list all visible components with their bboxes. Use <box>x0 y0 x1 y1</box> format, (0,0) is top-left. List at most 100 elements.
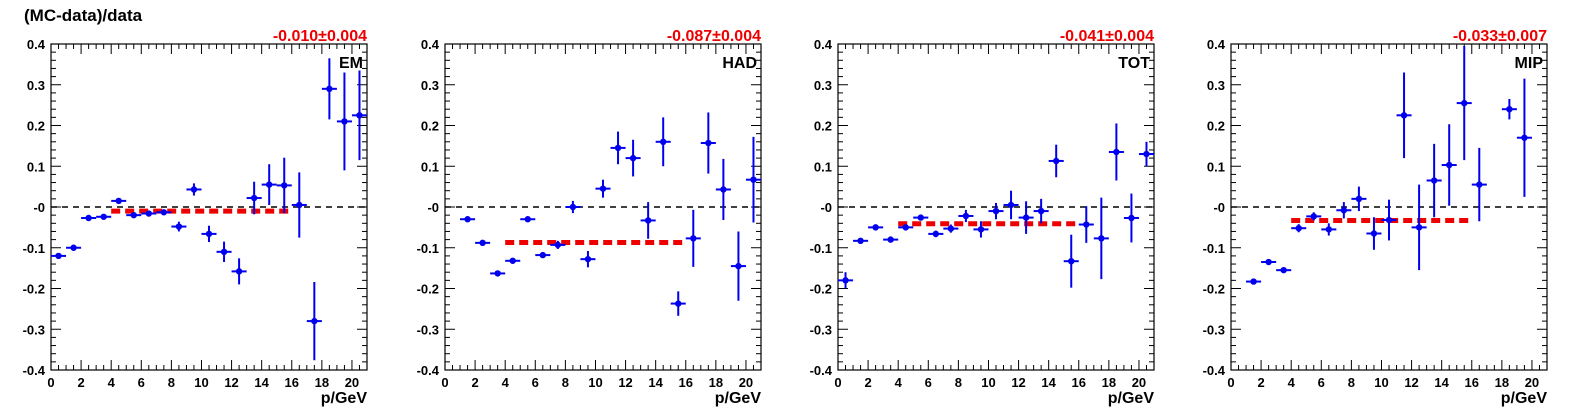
data-point <box>1261 258 1277 266</box>
x-tick-label: 0 <box>47 375 54 390</box>
data-point <box>216 241 232 263</box>
y-tick-label: -0.3 <box>1203 322 1225 337</box>
point-marker <box>599 185 607 192</box>
data-point <box>505 257 521 264</box>
point-marker <box>887 236 894 243</box>
point-marker <box>902 224 909 231</box>
point-marker <box>539 251 547 259</box>
x-tick-label: 12 <box>618 375 632 390</box>
point-marker <box>644 217 652 224</box>
data-point <box>111 197 127 205</box>
point-marker <box>857 237 864 245</box>
data-point <box>1456 46 1472 161</box>
y-tick-label: -0.2 <box>1203 282 1225 297</box>
point-marker <box>85 214 92 222</box>
data-point <box>1321 223 1337 236</box>
data-point <box>1366 217 1382 250</box>
x-tick-label: 6 <box>532 375 539 390</box>
x-tick-label: 2 <box>77 375 84 390</box>
point-marker <box>479 239 486 247</box>
point-marker <box>1250 278 1257 285</box>
point-marker <box>1143 150 1150 158</box>
data-point <box>1108 123 1124 181</box>
data-point <box>685 209 701 267</box>
y-tick-label: -0.3 <box>23 322 45 337</box>
point-marker <box>735 262 742 270</box>
y-tick-label: 0.3 <box>421 78 439 93</box>
y-axis-title: (MC-data)/data <box>24 6 143 25</box>
y-tick-label: 0.2 <box>814 119 832 134</box>
fit-result-label: -0.033±0.007 <box>1453 28 1547 45</box>
y-tick-label: -0.4 <box>810 363 833 378</box>
x-tick-label: 20 <box>1132 375 1146 390</box>
data-point <box>51 252 67 260</box>
data-point <box>475 239 491 247</box>
point-marker <box>1385 216 1393 224</box>
panel-label: EM <box>339 55 363 72</box>
point-marker <box>175 223 183 230</box>
point-marker <box>250 194 258 202</box>
y-tick-label: -0.4 <box>417 363 440 378</box>
y-tick-label: -0 <box>427 200 439 215</box>
data-point <box>1078 206 1094 243</box>
point-marker <box>1310 213 1317 220</box>
x-tick-label: 8 <box>955 375 962 390</box>
point-marker <box>1461 99 1468 107</box>
data-point <box>565 200 581 214</box>
fit-result-label: -0.041±0.004 <box>1060 28 1154 45</box>
data-point <box>1381 199 1397 241</box>
data-point <box>1033 198 1049 224</box>
y-tick-label: -0 <box>33 200 45 215</box>
x-axis-title: p/GeV <box>715 390 762 407</box>
data-point <box>1246 278 1262 285</box>
data-point <box>186 183 202 196</box>
point-marker <box>584 255 592 263</box>
point-marker <box>629 154 637 162</box>
x-tick-label: 14 <box>1041 375 1056 390</box>
data-point <box>66 244 82 251</box>
data-point <box>261 164 277 205</box>
data-point <box>156 209 172 216</box>
chart-panel-em: -0.4 -0.3 -0.2 -0.1 -0 0.1 0.2 0.3 0.4 0 2 4 6 8 10 12 1… <box>23 28 368 407</box>
data-point <box>730 231 746 301</box>
point-marker <box>1052 157 1060 165</box>
data-point <box>81 214 97 222</box>
point-marker <box>1280 266 1287 274</box>
point-marker <box>1476 181 1483 188</box>
data-point <box>883 236 899 243</box>
x-tick-label: 6 <box>925 375 932 390</box>
x-tick-label: 14 <box>1434 375 1449 390</box>
data-point <box>1501 99 1517 120</box>
y-tick-label: -0.2 <box>810 282 832 297</box>
y-tick-label: 0.3 <box>1207 78 1225 93</box>
point-marker <box>1521 134 1528 141</box>
chart-panel-tot: -0.4 -0.3 -0.2 -0.1 -0 0.1 0.2 0.3 0.4 0 2 4 6 8 10 12 1… <box>810 28 1155 407</box>
data-point <box>171 221 187 232</box>
point-marker <box>962 212 970 220</box>
y-tick-label: 0.3 <box>814 78 832 93</box>
data-point <box>610 131 626 165</box>
x-axis-title: p/GeV <box>1108 390 1155 407</box>
x-tick-label: 20 <box>1525 375 1539 390</box>
data-point <box>520 216 536 223</box>
y-tick-label: -0.3 <box>417 322 439 337</box>
x-tick-label: 18 <box>315 375 329 390</box>
x-tick-label: 16 <box>1465 375 1479 390</box>
point-marker <box>115 197 122 205</box>
data-point <box>1471 147 1487 222</box>
point-marker <box>554 241 562 249</box>
data-point <box>1306 212 1322 221</box>
data-point <box>1426 143 1442 218</box>
point-marker <box>160 209 168 216</box>
data-point <box>306 281 322 361</box>
point-marker <box>205 230 213 238</box>
data-point <box>126 211 142 219</box>
y-tick-label: 0.4 <box>1207 37 1226 52</box>
y-tick-label: -0.1 <box>1203 241 1225 256</box>
y-tick-label: 0.4 <box>27 37 46 52</box>
data-point <box>868 224 884 231</box>
y-tick-label: -0 <box>820 200 832 215</box>
point-marker <box>326 85 333 93</box>
x-tick-label: 10 <box>588 375 602 390</box>
y-tick-label: 0.1 <box>1207 159 1225 174</box>
